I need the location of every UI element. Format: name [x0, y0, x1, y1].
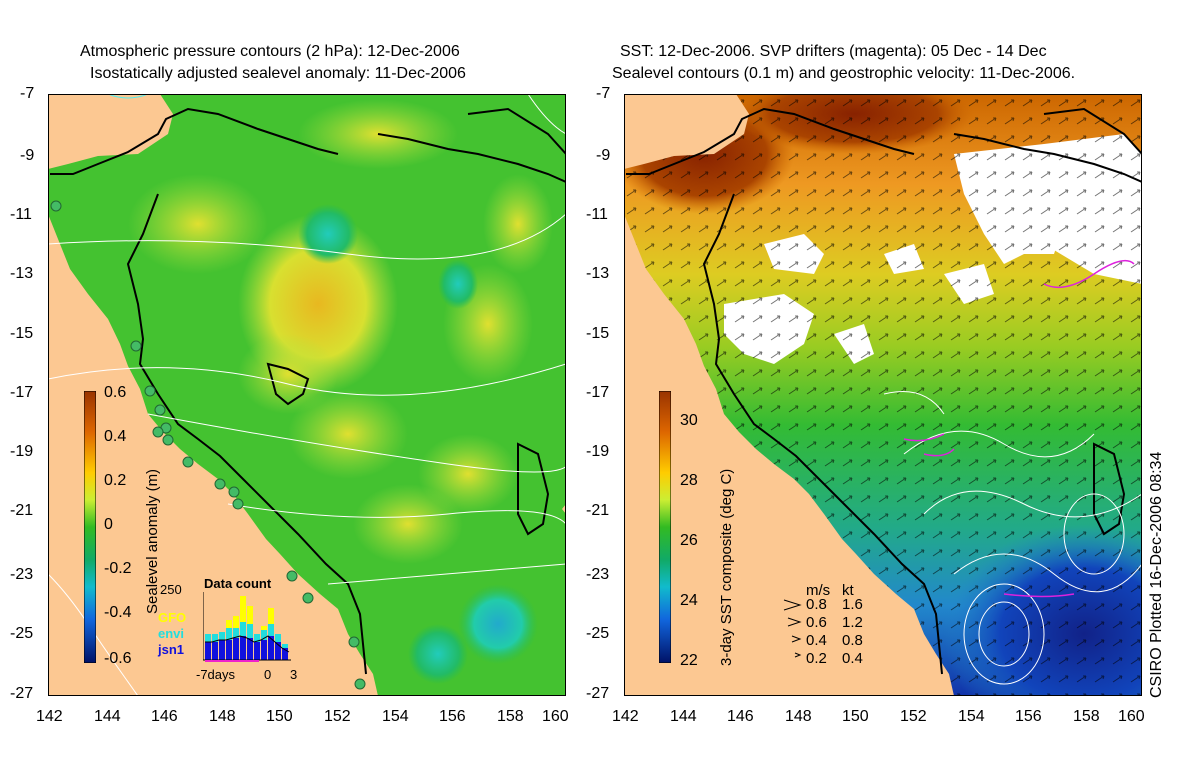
left-ytick-7: -21	[10, 502, 34, 519]
left-cbar-tick-4: -0.2	[104, 560, 132, 577]
vkey-kt-0: 1.6	[842, 596, 863, 613]
right-ytick-8: -23	[586, 566, 610, 583]
hist-bars	[205, 596, 288, 660]
right-ytick-2: -11	[586, 206, 608, 223]
vkey-ms-2: 0.4	[806, 632, 827, 649]
vkey-header-kt: kt	[842, 582, 854, 599]
right-xtick-6: 154	[958, 708, 985, 725]
hist-xlabel-zero: 0	[264, 667, 272, 682]
hist-title: Data count	[204, 576, 272, 591]
right-title-line2: Sealevel contours (0.1 m) and geostrophi…	[612, 65, 1076, 82]
hist-ytick: 250	[160, 582, 182, 597]
left-map-frame	[48, 94, 566, 696]
right-sst-map	[624, 94, 1142, 696]
left-xtick-3: 148	[209, 708, 236, 725]
left-cbar-tick-1: 0.4	[104, 428, 127, 445]
left-ytick-4: -15	[10, 325, 34, 342]
legend-envi: envi	[158, 626, 185, 641]
right-ytick-10: -27	[586, 685, 610, 702]
left-ytick-9: -25	[10, 625, 34, 642]
right-xtick-4: 150	[842, 708, 869, 725]
left-xtick-0: 142	[36, 708, 63, 725]
hist-xlabel-days: -7days	[196, 667, 236, 682]
credit-text: CSIRO Plotted 16-Dec-2006 08:34	[1148, 451, 1165, 698]
left-ytick-1: -9	[20, 147, 35, 164]
left-xtick-9: 160	[542, 708, 569, 725]
vkey-ms-3: 0.2	[806, 650, 827, 667]
vkey-ms-0: 0.8	[806, 596, 827, 613]
left-ytick-0: -7	[20, 85, 35, 102]
left-sealevel-map	[48, 94, 566, 696]
vkey-kt-2: 0.8	[842, 632, 863, 649]
right-cbar-tick-1: 28	[680, 472, 698, 489]
right-xtick-7: 156	[1015, 708, 1042, 725]
data-count-histogram	[203, 592, 291, 662]
left-xtick-5: 152	[324, 708, 351, 725]
right-xtick-0: 142	[612, 708, 639, 725]
right-ytick-7: -21	[586, 502, 610, 519]
left-xtick-1: 144	[94, 708, 121, 725]
left-xtick-2: 146	[151, 708, 178, 725]
left-title-line2: Isostatically adjusted sealevel anomaly:…	[90, 65, 466, 82]
left-ytick-8: -23	[10, 566, 34, 583]
right-ytick-3: -13	[586, 265, 610, 282]
right-cbar-tick-4: 22	[680, 652, 698, 669]
left-cbar-tick-2: 0.2	[104, 472, 127, 489]
left-ytick-6: -19	[10, 443, 34, 460]
right-ytick-1: -9	[596, 147, 611, 164]
left-colorbar-label: Sealevel anomaly (m)	[144, 468, 161, 614]
vkey-kt-3: 0.4	[842, 650, 863, 667]
right-map-frame	[624, 94, 1142, 696]
left-xtick-8: 158	[497, 708, 524, 725]
left-cbar-tick-0: 0.6	[104, 384, 127, 401]
vkey-ms-1: 0.6	[806, 614, 827, 631]
right-xtick-2: 146	[727, 708, 754, 725]
hist-xlabel-three: 3	[290, 667, 298, 682]
left-title-line1: Atmospheric pressure contours (2 hPa): 1…	[80, 43, 460, 60]
left-xtick-4: 150	[266, 708, 293, 725]
right-title-line1: SST: 12-Dec-2006. SVP drifters (magenta)…	[620, 43, 1047, 60]
left-colorbar	[84, 391, 96, 663]
right-xtick-9: 160	[1118, 708, 1145, 725]
velocity-key-arrows	[783, 599, 802, 658]
left-ytick-3: -13	[10, 265, 34, 282]
left-cbar-tick-6: -0.6	[104, 650, 132, 667]
left-ytick-5: -17	[10, 384, 34, 401]
left-cbar-tick-3: 0	[104, 516, 113, 533]
right-ytick-9: -25	[586, 625, 610, 642]
left-xtick-7: 156	[439, 708, 466, 725]
right-cbar-tick-0: 30	[680, 412, 698, 429]
left-xtick-6: 154	[382, 708, 409, 725]
right-xtick-3: 148	[785, 708, 812, 725]
left-ytick-2: -11	[10, 206, 32, 223]
right-xtick-8: 158	[1073, 708, 1100, 725]
left-cbar-tick-5: -0.4	[104, 604, 132, 621]
right-colorbar-label: 3-day SST composite (deg C)	[718, 468, 735, 666]
right-colorbar	[659, 391, 671, 663]
right-ytick-5: -17	[586, 384, 610, 401]
right-cbar-tick-2: 26	[680, 532, 698, 549]
left-ytick-10: -27	[10, 685, 34, 702]
right-ytick-4: -15	[586, 325, 610, 342]
vkey-kt-1: 1.2	[842, 614, 863, 631]
right-xtick-1: 144	[670, 708, 697, 725]
right-ytick-6: -19	[586, 443, 610, 460]
right-cbar-tick-3: 24	[680, 592, 698, 609]
legend-jsn1: jsn1	[158, 642, 185, 657]
legend-gfo: GFO	[158, 610, 187, 625]
right-ytick-0: -7	[596, 85, 611, 102]
right-xtick-5: 152	[900, 708, 927, 725]
vkey-header-ms: m/s	[806, 582, 831, 599]
